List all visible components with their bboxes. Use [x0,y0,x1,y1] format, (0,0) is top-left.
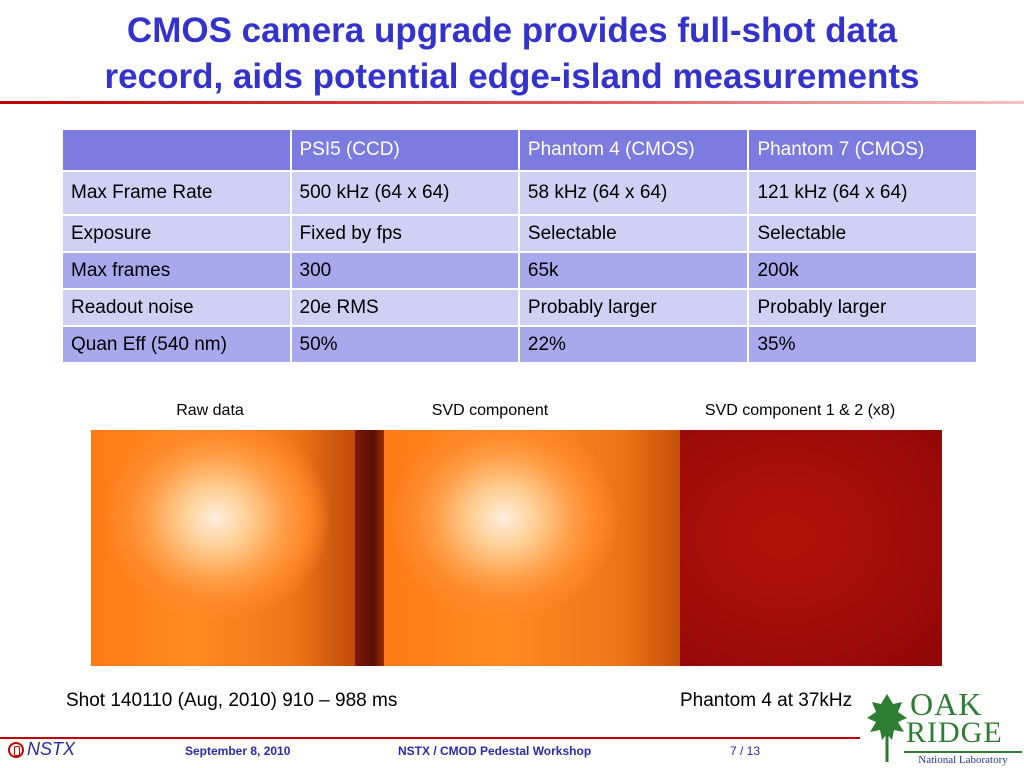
slide-title: CMOS camera upgrade provides full-shot d… [0,8,1024,100]
shot-caption: Shot 140110 (Aug, 2010) 910 – 988 ms [66,690,398,711]
nstx-emblem-icon [8,741,24,758]
slide-title-line1: CMOS camera upgrade provides full-shot d… [126,11,898,50]
table-cell: Max frames [61,251,292,290]
table-cell: 22% [517,325,750,364]
table-cell: 300 [289,251,520,290]
table-row: Exposure Fixed by fps Selectable Selecta… [61,214,978,253]
title-divider [0,101,1024,104]
table-cell: Fixed by fps [289,214,520,253]
table-header-cell: Phantom 4 (CMOS) [517,128,750,172]
table-header-cell: PSI5 (CCD) [289,128,520,172]
table-cell: Readout noise [61,288,292,327]
nstx-logo-text: NSTX [27,739,76,759]
raw-data-label: Raw data [176,402,244,419]
table-cell: 500 kHz (64 x 64) [289,170,520,216]
svd-component-image [384,430,680,666]
table-cell: 20e RMS [289,288,520,327]
table-cell: Max Frame Rate [61,170,292,216]
table-header-row: PSI5 (CCD) Phantom 4 (CMOS) Phantom 7 (C… [61,128,978,172]
table-row: Quan Eff (540 nm) 50% 22% 35% [61,325,978,364]
nstx-logo: NSTX [8,739,75,760]
table-row: Max frames 300 65k 200k [61,251,978,290]
svd-component-12-label: SVD component 1 & 2 (x8) [704,402,896,419]
table-cell: Probably larger [747,288,978,327]
footer-date: September 8, 2010 [185,744,291,758]
logo-ridge-text: RIDGE [906,716,1003,749]
table-cell: 58 kHz (64 x 64) [517,170,750,216]
oak-leaf-icon [867,694,907,762]
logo-national-laboratory-text: National Laboratory [904,751,1022,766]
slide-title-line2: record, aids potential edge-island measu… [104,57,920,96]
table-row: Readout noise 20e RMS Probably larger Pr… [61,288,978,327]
logo-oak-text: OAK [910,686,983,722]
table-cell: 35% [747,325,978,364]
table-cell: 121 kHz (64 x 64) [747,170,978,216]
oak-ridge-logo: OAK RIDGE National Laboratory [862,684,1024,768]
table-cell: 65k [517,251,750,290]
raw-data-image [91,430,384,666]
table-cell: Probably larger [517,288,750,327]
table-header-cell: Phantom 7 (CMOS) [747,128,978,172]
footer-divider [0,737,860,739]
camera-comparison-table: PSI5 (CCD) Phantom 4 (CMOS) Phantom 7 (C… [61,128,978,364]
table-cell: 200k [747,251,978,290]
table-row: Max Frame Rate 500 kHz (64 x 64) 58 kHz … [61,170,978,216]
table-cell: 50% [289,325,520,364]
page-number: 7 / 13 [730,744,761,758]
table-header-cell [61,128,292,172]
table-cell: Exposure [61,214,292,253]
table-cell: Selectable [747,214,978,253]
svd-component-12-image [680,430,942,666]
raw-data-image-dark-band [355,430,385,666]
footer-workshop: NSTX / CMOD Pedestal Workshop [398,744,592,758]
svd-component-label: SVD component [431,402,549,419]
table-cell: Quan Eff (540 nm) [61,325,292,364]
phantom-caption: Phantom 4 at 37kHz [680,690,853,711]
table-cell: Selectable [517,214,750,253]
